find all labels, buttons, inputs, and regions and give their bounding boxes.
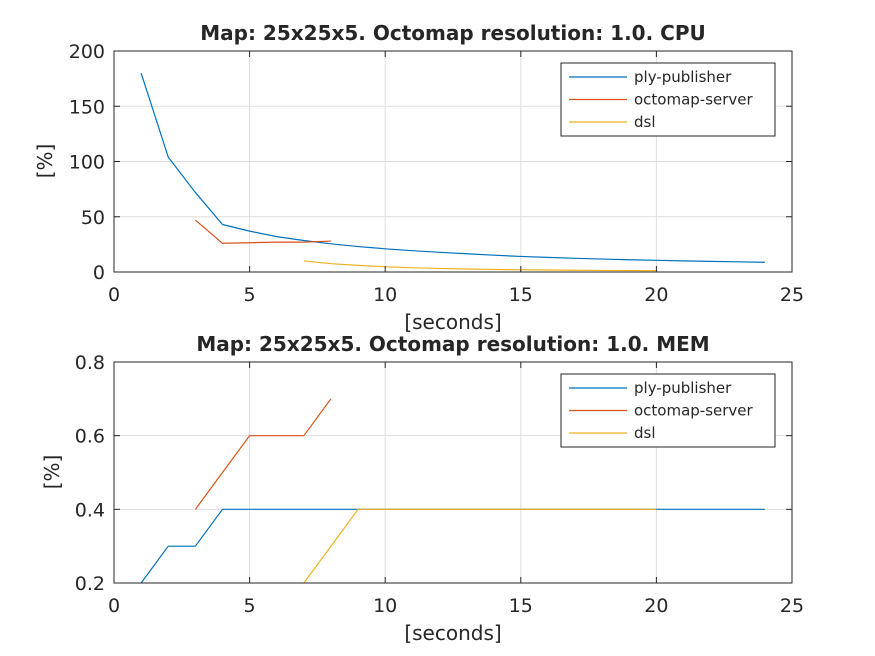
cpu-y-tick-label: 100 bbox=[69, 152, 105, 174]
cpu-x-axis-label: [seconds] bbox=[404, 310, 501, 334]
mem-y-tick-label: 0.4 bbox=[75, 499, 105, 521]
cpu-series-ply-publisher bbox=[140, 72, 765, 263]
cpu-chart-title: Map: 25x25x5. Octomap resolution: 1.0. C… bbox=[200, 21, 705, 45]
mem-legend-label-ply-publisher: ply-publisher bbox=[634, 379, 732, 397]
cpu-y-tick-label: 50 bbox=[81, 207, 105, 229]
cpu-legend: ply-publisher octomap-server dsl bbox=[560, 62, 776, 137]
cpu-legend-label-octomap-server: octomap-server bbox=[634, 91, 754, 109]
mem-x-axis-label: [seconds] bbox=[404, 621, 501, 645]
mem-legend: ply-publisher octomap-server dsl bbox=[560, 373, 776, 448]
mem-series bbox=[140, 398, 765, 584]
cpu-x-tick-label: 0 bbox=[108, 284, 120, 306]
cpu-x-tick-label: 20 bbox=[644, 284, 668, 306]
cpu-series-octomap-server bbox=[194, 219, 331, 244]
cpu-x-tick-label: 15 bbox=[509, 284, 533, 306]
mem-series-dsl bbox=[303, 508, 657, 584]
cpu-y-axis-label: [%] bbox=[33, 144, 57, 179]
mem-chart-title: Map: 25x25x5. Octomap resolution: 1.0. M… bbox=[196, 332, 709, 356]
cpu-chart: Map: 25x25x5. Octomap resolution: 1.0. C… bbox=[33, 21, 804, 334]
mem-y-axis-label: [%] bbox=[40, 455, 64, 490]
mem-y-tick-label: 0.2 bbox=[75, 573, 105, 595]
mem-legend-entries: ply-publisher octomap-server dsl bbox=[569, 379, 754, 442]
mem-x-tick-label: 25 bbox=[780, 595, 804, 617]
cpu-x-tick-label: 5 bbox=[244, 284, 256, 306]
mem-legend-label-dsl: dsl bbox=[634, 424, 656, 442]
mem-x-tick-label: 5 bbox=[244, 595, 256, 617]
mem-x-tick-label: 10 bbox=[373, 595, 397, 617]
cpu-legend-label-ply-publisher: ply-publisher bbox=[634, 68, 732, 86]
cpu-ticks: 0 5 10 15 20 25 0 50 100 150 200 bbox=[69, 41, 804, 306]
mem-x-tick-label: 0 bbox=[108, 595, 120, 617]
cpu-legend-label-dsl: dsl bbox=[634, 113, 656, 131]
mem-x-tick-label: 15 bbox=[509, 595, 533, 617]
cpu-x-tick-label: 10 bbox=[373, 284, 397, 306]
cpu-y-tick-label: 150 bbox=[69, 96, 105, 118]
mem-legend-label-octomap-server: octomap-server bbox=[634, 402, 754, 420]
cpu-legend-entries: ply-publisher octomap-server dsl bbox=[569, 68, 754, 131]
cpu-series-dsl bbox=[303, 260, 657, 272]
mem-y-tick-label: 0.8 bbox=[75, 352, 105, 374]
cpu-y-tick-label: 200 bbox=[69, 41, 105, 63]
mem-ticks: 0 5 10 15 20 25 0.2 0.4 0.6 0.8 bbox=[75, 352, 804, 617]
cpu-y-tick-label: 0 bbox=[93, 262, 105, 284]
mem-y-tick-label: 0.6 bbox=[75, 426, 105, 448]
mem-plot-area bbox=[113, 361, 793, 584]
cpu-series bbox=[140, 72, 765, 272]
mem-chart: Map: 25x25x5. Octomap resolution: 1.0. M… bbox=[40, 332, 804, 645]
mem-x-tick-label: 20 bbox=[644, 595, 668, 617]
mem-series-octomap-server bbox=[194, 398, 332, 510]
cpu-x-tick-label: 25 bbox=[780, 284, 804, 306]
